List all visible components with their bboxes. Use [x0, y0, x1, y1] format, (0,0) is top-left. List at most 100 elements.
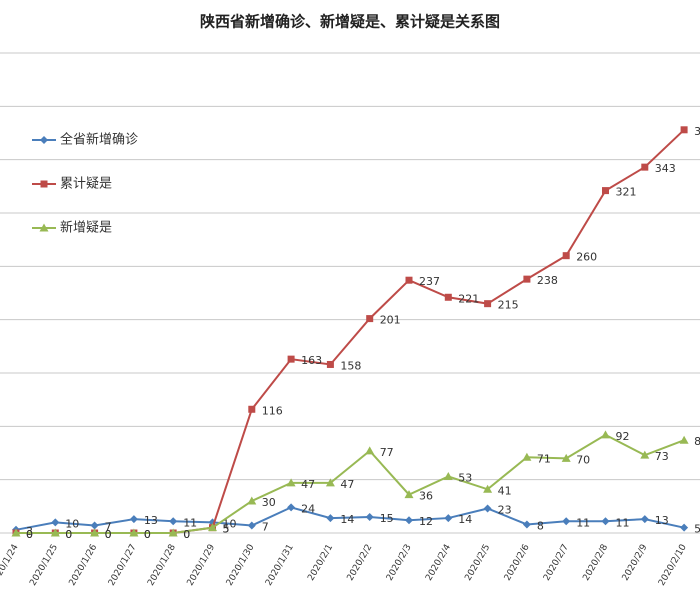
- data-label: 12: [419, 515, 433, 528]
- point: [39, 223, 49, 232]
- data-label: 0: [65, 528, 72, 541]
- data-label: 30: [262, 496, 276, 509]
- series-line: [15, 506, 685, 531]
- point: [640, 515, 649, 524]
- data-label: 53: [458, 471, 472, 484]
- data-label: 343: [655, 162, 676, 175]
- data-label: 7: [262, 521, 269, 534]
- data-label: 47: [340, 478, 354, 491]
- data-label: 0: [105, 528, 112, 541]
- data-label: 378: [694, 125, 700, 138]
- data-label: 221: [458, 292, 479, 305]
- data-label: 71: [537, 452, 551, 465]
- data-label: 92: [616, 430, 630, 443]
- point: [483, 504, 492, 513]
- legend-label: 累计疑是: [60, 176, 112, 192]
- point: [168, 528, 178, 537]
- data-label: 0: [144, 528, 151, 541]
- point: [680, 126, 688, 134]
- point: [365, 446, 375, 455]
- data-label: 47: [301, 478, 315, 491]
- point: [326, 514, 335, 523]
- point: [680, 523, 689, 532]
- data-label: 5: [223, 523, 230, 536]
- point: [484, 300, 492, 308]
- point: [405, 276, 413, 284]
- data-label: 8: [537, 519, 544, 532]
- point: [326, 360, 334, 368]
- point: [247, 521, 256, 530]
- point: [50, 528, 60, 537]
- data-label: 0: [26, 528, 33, 541]
- data-label: 163: [301, 354, 322, 367]
- data-label: 70: [576, 453, 590, 466]
- point: [286, 478, 296, 487]
- point: [129, 515, 138, 524]
- data-label: 116: [262, 404, 283, 417]
- point: [562, 517, 571, 526]
- data-label: 237: [419, 275, 440, 288]
- legend-label: 全省新增确诊: [60, 132, 138, 148]
- data-label: 77: [380, 446, 394, 459]
- data-label: 10: [223, 517, 237, 530]
- point: [483, 484, 493, 493]
- series-line: [16, 433, 685, 534]
- point: [444, 293, 452, 301]
- point: [601, 430, 610, 439]
- data-label: 11: [576, 516, 590, 529]
- point: [11, 528, 21, 537]
- data-label: 73: [655, 450, 669, 463]
- data-label: 11: [183, 516, 197, 529]
- point: [405, 516, 413, 525]
- data-label: 14: [458, 513, 472, 526]
- point: [602, 187, 609, 195]
- data-label: 5: [223, 523, 230, 536]
- data-label: 87: [694, 435, 700, 448]
- data-label: 13: [655, 514, 669, 527]
- point: [208, 523, 217, 532]
- point: [522, 452, 532, 461]
- chart-title: 陕西省新增确诊、新增疑是、累计疑是关系图: [200, 13, 500, 31]
- data-label: 0: [26, 528, 33, 541]
- data-label: 0: [183, 528, 190, 541]
- point: [641, 163, 649, 171]
- point: [40, 180, 48, 188]
- point: [640, 450, 650, 459]
- point: [522, 520, 531, 529]
- point: [679, 435, 689, 444]
- point: [40, 136, 48, 144]
- data-label: 158: [340, 359, 361, 372]
- data-label: 0: [183, 528, 190, 541]
- point: [51, 518, 60, 527]
- data-label: 41: [498, 484, 512, 497]
- point: [444, 514, 453, 523]
- data-label: 0: [65, 528, 72, 541]
- point: [247, 496, 257, 505]
- point: [562, 252, 570, 260]
- data-label: 24: [301, 502, 315, 515]
- point: [601, 517, 610, 526]
- point: [523, 275, 531, 283]
- point: [248, 405, 256, 413]
- point: [365, 513, 374, 521]
- data-label: 3: [26, 525, 33, 538]
- data-label: 0: [105, 528, 112, 541]
- data-label: 260: [576, 251, 597, 264]
- data-label: 23: [498, 503, 512, 516]
- point: [404, 490, 414, 499]
- data-label: 215: [498, 299, 519, 312]
- point: [129, 528, 139, 537]
- point: [90, 528, 100, 537]
- point: [325, 478, 335, 487]
- point: [287, 355, 295, 363]
- data-label: 238: [537, 274, 558, 287]
- data-label: 7: [105, 521, 112, 534]
- data-label: 13: [144, 514, 158, 527]
- point: [90, 521, 99, 530]
- point: [366, 315, 374, 323]
- data-label: 0: [144, 528, 151, 541]
- data-label: 321: [616, 186, 637, 199]
- data-label: 5: [694, 523, 700, 536]
